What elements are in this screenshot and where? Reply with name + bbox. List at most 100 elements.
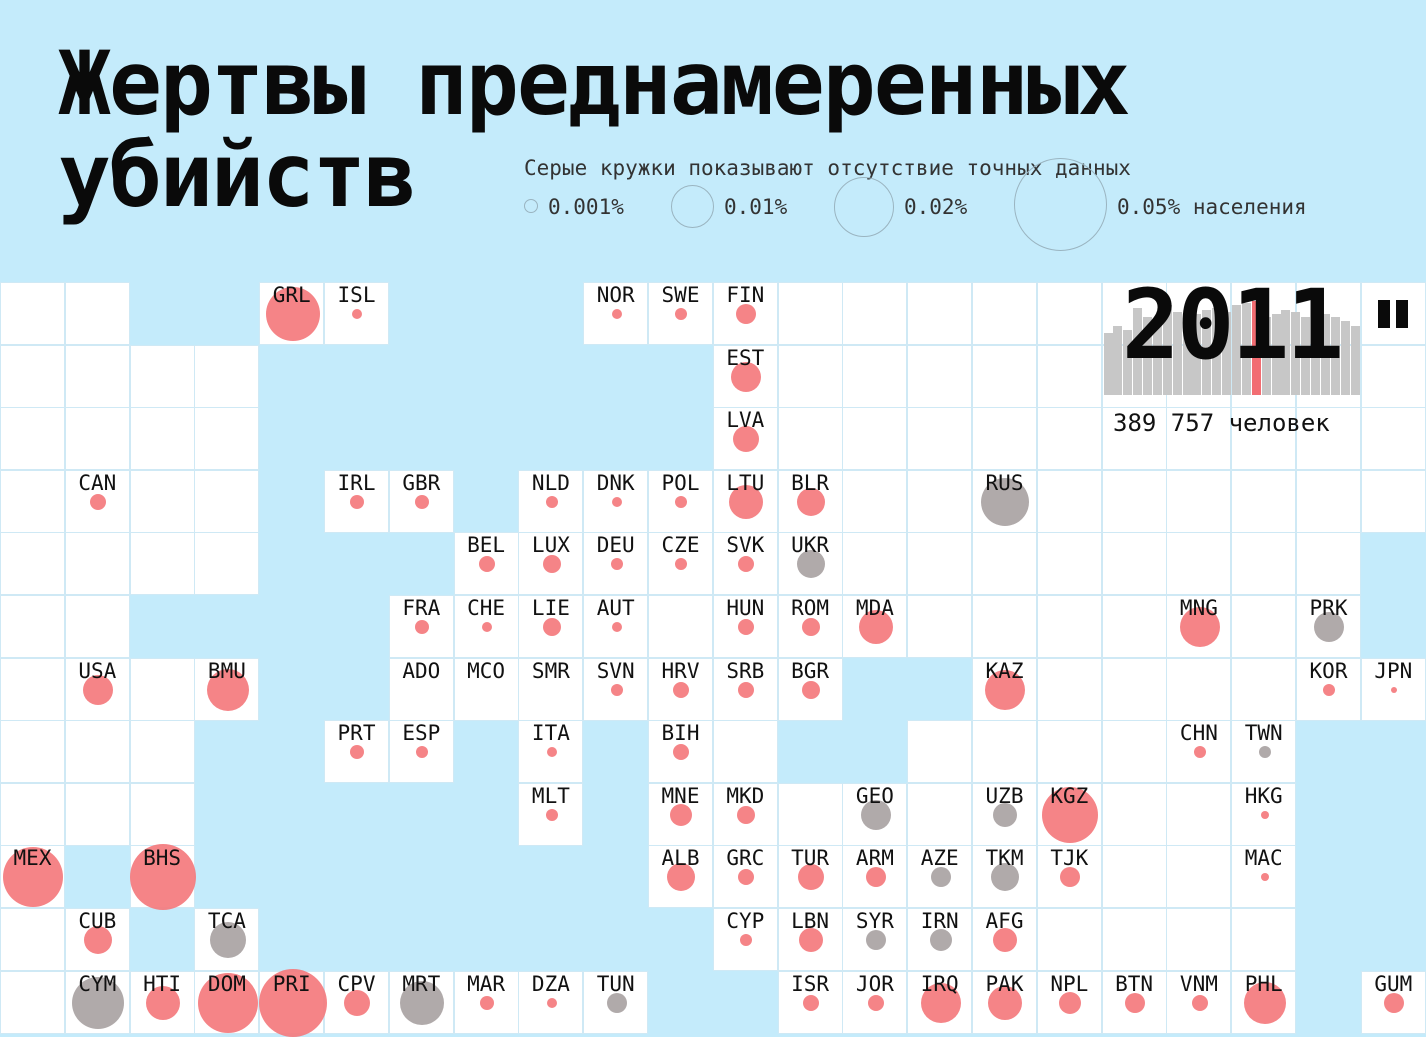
country-tile-mar[interactable]: MAR [453, 970, 519, 1034]
country-tile-alb[interactable]: ALB [648, 845, 713, 909]
country-tile-gum[interactable]: GUM [1360, 970, 1426, 1034]
country-tile-hti[interactable]: HTI [129, 970, 195, 1034]
country-tile-dnk[interactable]: DNK [583, 469, 649, 533]
country-tile-twn[interactable]: TWN [1231, 720, 1297, 784]
country-tile-usa[interactable]: USA [64, 657, 130, 721]
timeline-bar[interactable] [1123, 330, 1133, 395]
country-tile-svk[interactable]: SVK [712, 532, 778, 596]
country-tile-phl[interactable]: PHL [1231, 970, 1297, 1034]
country-tile-cze[interactable]: CZE [648, 532, 713, 596]
timeline-bar[interactable] [1311, 312, 1321, 395]
country-tile-lbn[interactable]: LBN [777, 908, 843, 971]
country-tile-grl[interactable]: GRL [259, 282, 325, 345]
timeline-bar[interactable] [1222, 312, 1232, 395]
country-tile-che[interactable]: CHE [453, 595, 519, 658]
country-tile-mne[interactable]: MNE [648, 782, 713, 846]
country-tile-bmu[interactable]: BMU [194, 657, 260, 721]
country-tile-cyp[interactable]: CYP [712, 908, 778, 971]
country-tile-esp[interactable]: ESP [388, 720, 454, 784]
timeline-bar[interactable] [1162, 305, 1172, 395]
country-tile-swe[interactable]: SWE [648, 282, 713, 345]
country-tile-uzb[interactable]: UZB [972, 782, 1037, 846]
country-tile-isr[interactable]: ISR [777, 970, 843, 1034]
country-tile-geo[interactable]: GEO [842, 782, 908, 846]
country-tile-dza[interactable]: DZA [518, 970, 584, 1034]
country-tile-pak[interactable]: PAK [972, 970, 1037, 1034]
country-tile-svn[interactable]: SVN [583, 657, 649, 721]
timeline-bar[interactable] [1320, 314, 1330, 395]
country-tile-jpn[interactable]: JPN [1360, 657, 1426, 721]
country-tile-rom[interactable]: ROM [777, 595, 843, 658]
country-tile-mex[interactable]: MEX [0, 845, 65, 909]
country-tile-vnm[interactable]: VNM [1166, 970, 1232, 1034]
country-tile-isl[interactable]: ISL [324, 282, 389, 345]
country-tile-btn[interactable]: BTN [1101, 970, 1167, 1034]
country-tile-prk[interactable]: PRK [1296, 595, 1361, 658]
country-tile-srb[interactable]: SRB [712, 657, 778, 721]
country-tile-hrv[interactable]: HRV [648, 657, 713, 721]
country-tile-fra[interactable]: FRA [388, 595, 454, 658]
country-tile-ltu[interactable]: LTU [712, 469, 778, 533]
timeline-bar[interactable] [1143, 316, 1153, 395]
country-tile-mac[interactable]: MAC [1231, 845, 1297, 909]
country-tile-est[interactable]: EST [712, 344, 778, 408]
country-tile-mda[interactable]: MDA [842, 595, 908, 658]
timeline-bar[interactable] [1212, 307, 1222, 395]
timeline-bar[interactable] [1152, 321, 1162, 395]
country-tile-aze[interactable]: AZE [907, 845, 973, 909]
country-tile-tjk[interactable]: TJK [1036, 845, 1102, 909]
country-tile-afg[interactable]: AFG [972, 908, 1037, 971]
country-tile-ita[interactable]: ITA [518, 720, 584, 784]
country-tile-tca[interactable]: TCA [194, 908, 260, 971]
country-tile-pol[interactable]: POL [648, 469, 713, 533]
country-tile-bhs[interactable]: BHS [129, 844, 196, 911]
country-tile-lux[interactable]: LUX [518, 532, 584, 596]
country-tile-lie[interactable]: LIE [518, 595, 584, 658]
country-tile-tkm[interactable]: TKM [972, 845, 1037, 909]
timeline-bar[interactable] [1251, 300, 1261, 395]
country-tile-fin[interactable]: FIN [712, 282, 778, 345]
country-tile-prt[interactable]: PRT [324, 720, 389, 784]
country-tile-bih[interactable]: BIH [648, 720, 713, 784]
country-tile-dom[interactable]: DOM [194, 970, 260, 1034]
country-tile-irq[interactable]: IRQ [907, 970, 973, 1034]
country-tile-hkg[interactable]: HKG [1231, 782, 1297, 846]
country-tile-rus[interactable]: RUS [972, 469, 1037, 533]
country-tile-tun[interactable]: TUN [583, 970, 649, 1034]
timeline-bar[interactable] [1350, 325, 1360, 395]
country-tile-cub[interactable]: CUB [64, 908, 130, 971]
country-tile-mco[interactable]: MCO [453, 657, 519, 721]
country-tile-irl[interactable]: IRL [324, 469, 389, 533]
year-selector[interactable]: 2011 [1103, 277, 1360, 395]
country-tile-bel[interactable]: BEL [453, 532, 519, 596]
country-tile-mkd[interactable]: MKD [712, 782, 778, 846]
timeline-bar[interactable] [1261, 316, 1271, 395]
timeline-bar[interactable] [1301, 316, 1311, 395]
timeline-bar[interactable] [1172, 312, 1182, 395]
country-tile-mrt[interactable]: MRT [388, 970, 454, 1034]
country-tile-bgr[interactable]: BGR [777, 657, 843, 721]
country-tile-ukr[interactable]: UKR [777, 532, 843, 596]
country-tile-cym[interactable]: CYM [64, 970, 130, 1034]
country-tile-nor[interactable]: NOR [583, 282, 649, 345]
country-tile-lva[interactable]: LVA [712, 407, 778, 471]
country-tile-mng[interactable]: MNG [1166, 595, 1232, 658]
country-tile-pri[interactable]: PRI [258, 968, 327, 1037]
country-tile-smr[interactable]: SMR [518, 657, 584, 721]
country-tile-hun[interactable]: HUN [712, 595, 778, 658]
timeline-bar[interactable] [1291, 312, 1301, 395]
country-tile-aut[interactable]: AUT [583, 595, 649, 658]
timeline-bar[interactable] [1271, 314, 1281, 395]
country-tile-syr[interactable]: SYR [842, 908, 908, 971]
timeline-bar[interactable] [1192, 314, 1202, 395]
timeline-bar[interactable] [1340, 321, 1350, 395]
country-tile-nld[interactable]: NLD [518, 469, 584, 533]
country-tile-npl[interactable]: NPL [1036, 970, 1102, 1034]
timeline-bar[interactable] [1202, 309, 1212, 395]
timeline-bar[interactable] [1133, 307, 1143, 395]
country-tile-kgz[interactable]: KGZ [1036, 782, 1102, 846]
country-tile-gbr[interactable]: GBR [388, 469, 454, 533]
timeline-bar[interactable] [1241, 303, 1251, 395]
timeline-bar[interactable] [1113, 325, 1123, 395]
timeline-bar[interactable] [1232, 305, 1241, 395]
